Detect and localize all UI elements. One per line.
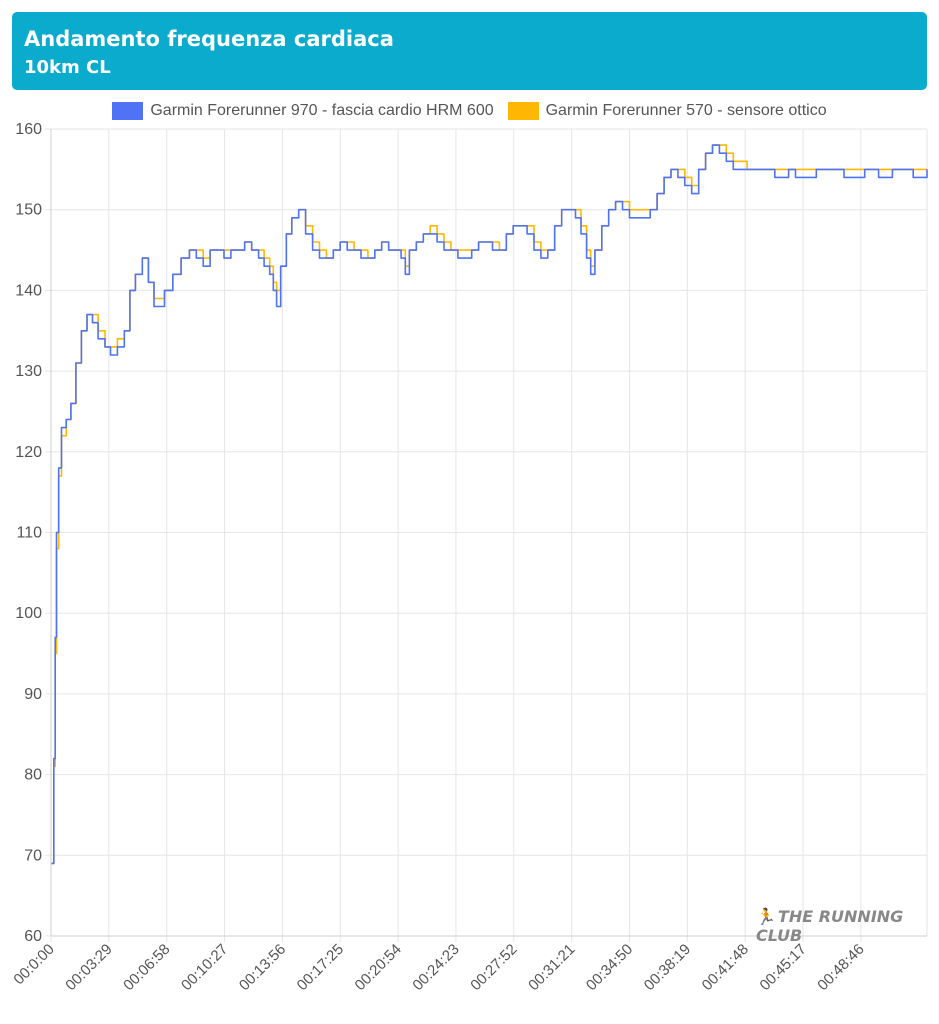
- y-tick-label: 120: [15, 444, 42, 461]
- y-tick-label: 60: [24, 928, 42, 945]
- chart-header: Andamento frequenza cardiaca 10km CL: [12, 12, 927, 90]
- x-tick-label: 00:38:19: [641, 941, 694, 994]
- x-tick-label: 00:03:29: [62, 941, 115, 994]
- y-tick-label: 100: [15, 605, 42, 622]
- x-tick-label: 00:0:00: [10, 941, 57, 988]
- x-tick-label: 00:45:17: [757, 941, 810, 994]
- y-tick-label: 80: [24, 767, 42, 784]
- x-tick-label: 00:31:21: [525, 941, 578, 994]
- legend-item-series-1[interactable]: Garmin Forerunner 970 - fascia cardio HR…: [112, 102, 494, 120]
- y-tick-label: 90: [24, 686, 42, 703]
- y-tick-label: 150: [15, 202, 42, 219]
- x-tick-label: 00:20:54: [352, 941, 405, 994]
- x-tick-label: 00:48:46: [814, 941, 867, 994]
- x-tick-label: 00:24:23: [409, 941, 462, 994]
- chart-subtitle: 10km CL: [24, 57, 111, 78]
- legend-label-series-1: Garmin Forerunner 970 - fascia cardio HR…: [150, 102, 494, 119]
- legend-swatch-series-1: [112, 102, 144, 120]
- y-tick-label: 140: [15, 282, 42, 299]
- y-tick-label: 110: [16, 525, 42, 542]
- x-tick-label: 00:27:52: [467, 941, 520, 994]
- y-tick-label: 160: [15, 121, 42, 138]
- watermark-text: THE RUNNING CLUB: [756, 907, 904, 945]
- legend-label-series-2: Garmin Forerunner 570 - sensore ottico: [545, 102, 827, 119]
- x-tick-label: 00:34:50: [583, 941, 636, 994]
- series-line-1: [51, 144, 928, 865]
- chart-title: Andamento frequenza cardiaca: [24, 27, 394, 51]
- y-tick-label: 70: [24, 847, 42, 864]
- series-line-2: [51, 144, 927, 865]
- x-tick-label: 00:06:58: [120, 941, 173, 994]
- legend-swatch-series-2: [507, 102, 539, 120]
- runners-icon: 🏃: [756, 907, 776, 926]
- x-tick-label: 00:17:25: [294, 941, 347, 994]
- chart-legend: Garmin Forerunner 970 - fascia cardio HR…: [0, 98, 939, 124]
- legend-item-series-2[interactable]: Garmin Forerunner 570 - sensore ottico: [507, 102, 827, 120]
- watermark-logo: 🏃 THE RUNNING CLUB: [756, 907, 939, 945]
- y-tick-label: 130: [15, 363, 42, 380]
- x-tick-label: 00:41:48: [699, 941, 752, 994]
- x-tick-label: 00:13:56: [236, 941, 289, 994]
- x-tick-label: 00:10:27: [178, 941, 231, 994]
